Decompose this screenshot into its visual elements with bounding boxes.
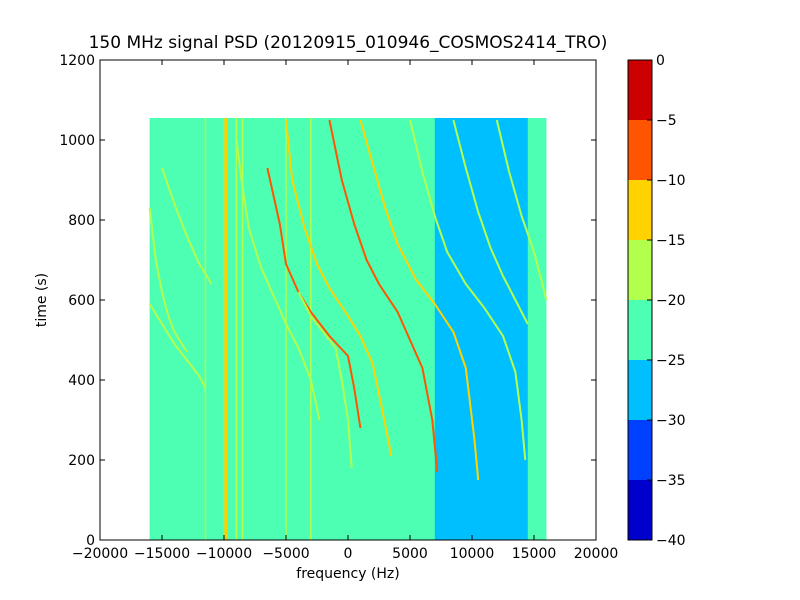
x-tick-label: 0: [344, 546, 353, 562]
signal-trace: [148, 207, 188, 353]
plot-area: [99, 59, 597, 541]
signal-trace: [409, 119, 527, 461]
colorbar: −40 −35 −30 −25 −20 −15 −10 −5 0: [627, 53, 686, 549]
colorbar-segment: [628, 300, 652, 360]
colorbar-tick-label: −5: [656, 113, 677, 129]
signal-trace: [359, 119, 480, 481]
colorbar-tick-label: −25: [656, 353, 686, 369]
signal-trace: [452, 119, 529, 325]
signal-trace: [148, 303, 207, 389]
colorbar-segment: [628, 120, 652, 180]
chart-title: 150 MHz signal PSD (20120915_010946_COSM…: [89, 33, 608, 53]
colorbar-segment: [628, 360, 652, 420]
colorbar-segment: [628, 480, 652, 540]
x-axis: −20000 −15000 −10000 −5000 0 5000 10000 15000 20…: [72, 60, 618, 562]
y-tick-label: 1000: [59, 133, 95, 149]
colorbar-tick-label: −15: [656, 233, 686, 249]
signal-trace: [235, 139, 321, 421]
signal-trace: [495, 119, 548, 301]
y-axis: 0 200 400 600 800 1000 1200: [59, 53, 596, 549]
x-tick-label: −20000: [72, 546, 128, 562]
y-tick-label: 800: [68, 213, 95, 229]
x-tick-label: 10000: [450, 546, 495, 562]
heatmap: [148, 118, 548, 540]
colorbar-tick-label: 0: [656, 53, 665, 69]
x-axis-label: frequency (Hz): [296, 566, 399, 582]
x-tick-label: 15000: [512, 546, 557, 562]
signal-trace: [297, 291, 353, 469]
colorbar-tick-label: −30: [656, 413, 686, 429]
y-tick-label: 1200: [59, 53, 95, 69]
y-axis-label: time (s): [34, 273, 50, 327]
x-tick-label: 5000: [392, 546, 428, 562]
x-tick-label: −5000: [262, 546, 309, 562]
low-power-band: [434, 118, 528, 540]
y-tick-label: 200: [68, 453, 95, 469]
x-tick-label: −10000: [196, 546, 252, 562]
y-tick-label: 0: [86, 533, 95, 549]
x-tick-label: 20000: [574, 546, 619, 562]
colorbar-segment: [628, 240, 652, 300]
colorbar-segment: [628, 180, 652, 240]
colorbar-tick-label: −40: [656, 533, 686, 549]
signal-trace: [285, 119, 393, 457]
colorbar-segment: [628, 60, 652, 120]
signal-trace: [161, 167, 213, 285]
colorbar-tick-label: −20: [656, 293, 686, 309]
signal-trace: [328, 119, 439, 473]
colorbar-segment: [628, 420, 652, 480]
signal-trace: [266, 167, 362, 429]
x-tick-label: −15000: [134, 546, 190, 562]
y-tick-label: 600: [68, 293, 95, 309]
colorbar-tick-label: −10: [656, 173, 686, 189]
y-tick-label: 400: [68, 373, 95, 389]
colorbar-tick-label: −35: [656, 473, 686, 489]
